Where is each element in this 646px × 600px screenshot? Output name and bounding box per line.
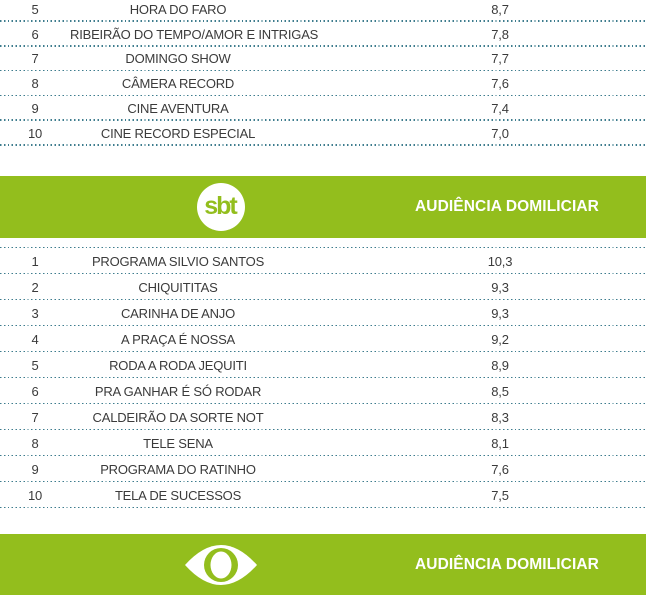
rank-cell: 4 <box>31 331 39 347</box>
table-row: 3 CARINHA DE ANJO 9,3 <box>0 300 646 327</box>
rating-cell: 8,5 <box>491 383 509 399</box>
rating-cell: 7,5 <box>491 487 509 503</box>
table-row: 9 CINE AVENTURA 7,4 <box>0 96 646 121</box>
rank-cell: 10 <box>27 487 43 503</box>
program-name-cell: CINE RECORD ESPECIAL <box>100 125 256 141</box>
sbt-banner-title: AUDIÊNCIA DOMILICIAR <box>415 197 599 215</box>
table-row: 9 PROGRAMA DO RATINHO 7,6 <box>0 456 646 483</box>
program-name-cell: CÂMERA RECORD <box>121 76 235 92</box>
band-banner-title: AUDIÊNCIA DOMILICIAR <box>415 555 599 573</box>
program-name-cell: CALDEIRÃO DA SORTE NOT <box>92 409 264 425</box>
rank-cell: 10 <box>27 125 43 141</box>
table-row: 5 RODA A RODA JEQUITI 8,9 <box>0 352 646 379</box>
sbt-banner: sbt AUDIÊNCIA DOMILICIAR <box>0 175 646 238</box>
sbt-logo-icon: sbt <box>197 182 245 231</box>
rating-cell: 8,9 <box>491 357 509 373</box>
rating-cell: 9,3 <box>491 305 509 321</box>
rank-cell: 7 <box>31 409 39 425</box>
rank-cell: 9 <box>31 101 39 117</box>
rating-cell: 7,4 <box>491 101 509 117</box>
sbt-ranking-table: 1 PROGRAMA SILVIO SANTOS 10,3 2 CHIQUITITAS 9… <box>0 246 646 509</box>
program-name-cell: TELE SENA <box>143 435 213 451</box>
rating-cell: 7,8 <box>491 26 509 42</box>
rank-cell: 8 <box>31 435 39 451</box>
rank-cell: 2 <box>31 279 39 295</box>
rating-cell: 9,2 <box>491 331 509 347</box>
program-name-cell: CINE AVENTURA <box>127 101 229 117</box>
program-name-cell: RIBEIRÃO DO TEMPO/AMOR E INTRIGAS <box>70 26 319 42</box>
table-row: 6 PRA GANHAR É SÓ RODAR 8,5 <box>0 378 646 405</box>
rating-cell: 7,6 <box>491 461 509 477</box>
sbt-table-rows: 1 PROGRAMA SILVIO SANTOS 10,3 2 CHIQUITITAS 9… <box>0 248 646 509</box>
program-name-cell: CARINHA DE ANJO <box>120 305 236 321</box>
table-row: 7 CALDEIRÃO DA SORTE NOT 8,3 <box>0 404 646 431</box>
rank-cell: 5 <box>31 357 39 373</box>
rating-cell: 7,7 <box>491 51 509 67</box>
rating-cell: 8,7 <box>491 1 509 17</box>
rating-cell: 8,3 <box>491 409 509 425</box>
band-banner: AUDIÊNCIA DOMILICIAR <box>0 534 646 596</box>
band-eye-icon <box>185 544 257 585</box>
table-row: 8 TELE SENA 8,1 <box>0 430 646 457</box>
table-row: 6 RIBEIRÃO DO TEMPO/AMOR E INTRIGAS 7,8 <box>0 22 646 47</box>
rating-cell: 7,0 <box>491 125 509 141</box>
table-row: 5 HORA DO FARO 8,7 <box>0 0 646 22</box>
rank-cell: 6 <box>31 383 39 399</box>
rating-cell: 9,3 <box>491 279 509 295</box>
program-name-cell: A PRAÇA É NOSSA <box>120 331 236 347</box>
rank-cell: 7 <box>31 51 39 67</box>
table-top-divider <box>0 246 646 249</box>
program-name-cell: CHIQUITITAS <box>138 279 218 295</box>
table-row: 10 TELA DE SUCESSOS 7,5 <box>0 482 646 509</box>
rank-cell: 6 <box>31 26 39 42</box>
rank-cell: 3 <box>31 305 39 321</box>
rank-cell: 9 <box>31 461 39 477</box>
table-row: 2 CHIQUITITAS 9,3 <box>0 274 646 301</box>
program-name-cell: PRA GANHAR É SÓ RODAR <box>94 383 262 399</box>
program-name-cell: RODA A RODA JEQUITI <box>109 357 247 373</box>
rank-cell: 1 <box>31 253 39 269</box>
rating-cell: 10,3 <box>487 253 513 269</box>
rating-cell: 8,1 <box>491 435 509 451</box>
table-row: 7 DOMINGO SHOW 7,7 <box>0 47 646 72</box>
rating-cell: 7,6 <box>491 76 509 92</box>
table-row: 10 CINE RECORD ESPECIAL 7,0 <box>0 121 646 146</box>
table-row: 1 PROGRAMA SILVIO SANTOS 10,3 <box>0 248 646 275</box>
program-name-cell: DOMINGO SHOW <box>125 51 231 67</box>
program-name-cell: TELA DE SUCESSOS <box>114 487 242 503</box>
table-row: 4 A PRAÇA É NOSSA 9,2 <box>0 326 646 353</box>
rank-cell: 8 <box>31 76 39 92</box>
sbt-logo-text: sbt <box>204 192 237 221</box>
table-row: 8 CÂMERA RECORD 7,6 <box>0 71 646 96</box>
rank-cell: 5 <box>31 1 39 17</box>
program-name-cell: HORA DO FARO <box>129 1 227 17</box>
record-ranking-table-partial: 5 HORA DO FARO 8,7 6 RIBEIRÃO DO TEMPO/AMOR … <box>0 0 646 146</box>
program-name-cell: PROGRAMA DO RATINHO <box>100 461 256 477</box>
program-name-cell: PROGRAMA SILVIO SANTOS <box>91 253 265 269</box>
